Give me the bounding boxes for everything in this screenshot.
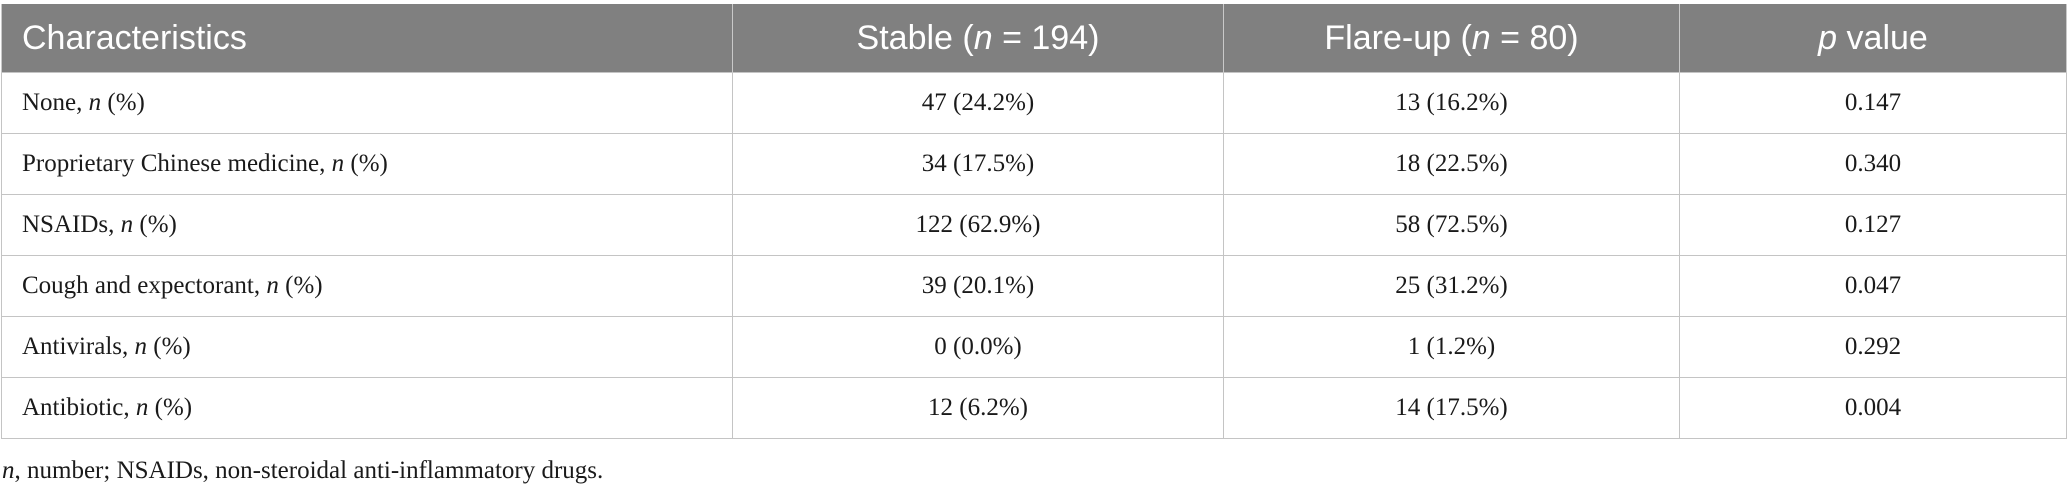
p-value: 0.004 (1679, 377, 2067, 439)
stable-value: 0 (0.0%) (732, 316, 1224, 378)
stable-value: 12 (6.2%) (732, 377, 1224, 439)
stable-value: 39 (20.1%) (732, 255, 1224, 317)
flare-up-value: 13 (16.2%) (1223, 72, 1680, 134)
p-value: 0.127 (1679, 194, 2067, 256)
stable-value: 122 (62.9%) (732, 194, 1224, 256)
results-table-container: Characteristics Stable (n = 194) Flare-u… (1, 4, 2067, 439)
row-label: Antibiotic, n (%) (1, 377, 733, 439)
medication-comparison-table: Characteristics Stable (n = 194) Flare-u… (1, 4, 2067, 439)
table-row: Cough and expectorant, n (%) 39 (20.1%) … (1, 255, 2067, 317)
header-characteristics: Characteristics (1, 4, 733, 73)
p-value: 0.147 (1679, 72, 2067, 134)
table-body: None, n (%) 47 (24.2%) 13 (16.2%) 0.147 … (1, 72, 2067, 439)
flare-up-value: 18 (22.5%) (1223, 133, 1680, 195)
table-row: Proprietary Chinese medicine, n (%) 34 (… (1, 133, 2067, 195)
table-footnote: n, number; NSAIDs, non-steroidal anti-in… (2, 457, 604, 484)
table-header: Characteristics Stable (n = 194) Flare-u… (1, 4, 2067, 73)
row-label: Cough and expectorant, n (%) (1, 255, 733, 317)
stable-value: 47 (24.2%) (732, 72, 1224, 134)
header-stable: Stable (n = 194) (732, 4, 1224, 73)
p-value: 0.340 (1679, 133, 2067, 195)
table-row: None, n (%) 47 (24.2%) 13 (16.2%) 0.147 (1, 72, 2067, 134)
flare-up-value: 14 (17.5%) (1223, 377, 1680, 439)
table-row: NSAIDs, n (%) 122 (62.9%) 58 (72.5%) 0.1… (1, 194, 2067, 256)
row-label: Antivirals, n (%) (1, 316, 733, 378)
header-row: Characteristics Stable (n = 194) Flare-u… (1, 4, 2067, 73)
flare-up-value: 25 (31.2%) (1223, 255, 1680, 317)
header-flare-up: Flare-up (n = 80) (1223, 4, 1680, 73)
row-label: Proprietary Chinese medicine, n (%) (1, 133, 733, 195)
p-value: 0.292 (1679, 316, 2067, 378)
table-row: Antibiotic, n (%) 12 (6.2%) 14 (17.5%) 0… (1, 377, 2067, 439)
flare-up-value: 1 (1.2%) (1223, 316, 1680, 378)
p-value: 0.047 (1679, 255, 2067, 317)
row-label: NSAIDs, n (%) (1, 194, 733, 256)
header-p-value: p value (1679, 4, 2067, 73)
stable-value: 34 (17.5%) (732, 133, 1224, 195)
table-row: Antivirals, n (%) 0 (0.0%) 1 (1.2%) 0.29… (1, 316, 2067, 378)
row-label: None, n (%) (1, 72, 733, 134)
flare-up-value: 58 (72.5%) (1223, 194, 1680, 256)
